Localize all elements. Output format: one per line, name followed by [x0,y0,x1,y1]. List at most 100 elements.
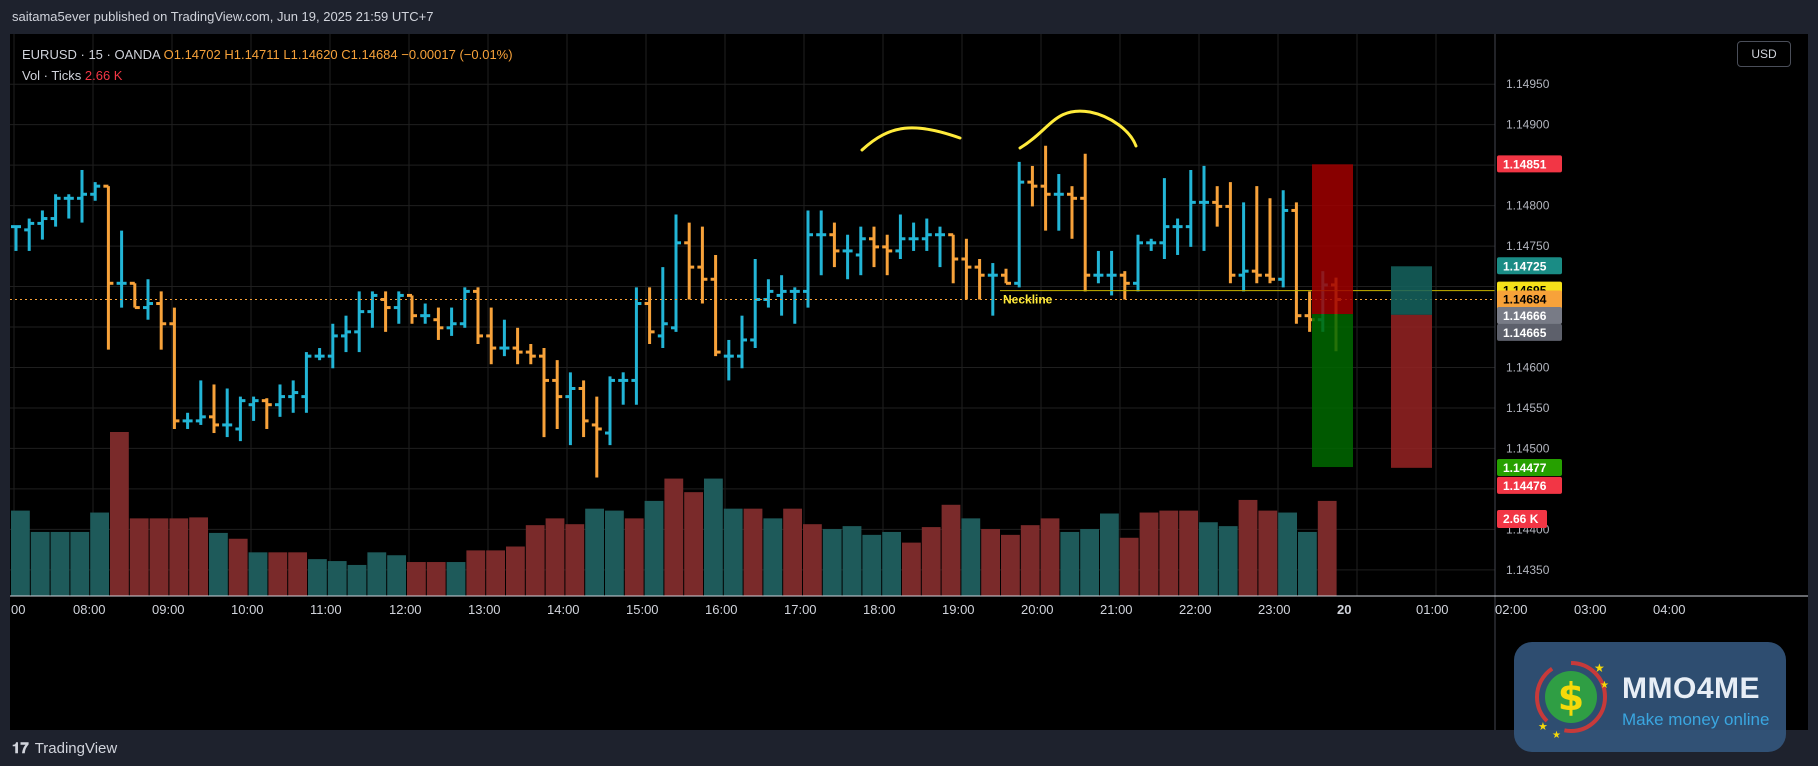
price-tag-label: 1.14476 [1503,479,1547,493]
tradingview-brand[interactable]: 𝟏𝟕 TradingView [12,740,117,757]
price-tag [1497,307,1562,325]
volume-bar [1040,518,1060,596]
volume-bar [1001,534,1020,596]
volume-bar [545,518,565,596]
svg-text:★: ★ [1600,680,1609,691]
volume-bar [1258,510,1278,596]
volume-bar [466,550,486,596]
volume-bar [387,555,406,596]
time-tick-label: 03:00 [1574,602,1607,617]
volume-bar [1159,510,1179,596]
chart-legend: EURUSD · 15 · OANDA O1.14702 H1.14711 L1… [22,44,513,86]
volume-bar [1317,500,1337,596]
volume-bar [664,478,684,596]
volume-bar [1278,512,1297,596]
footer-bar: 𝟏𝟕 TradingView [0,730,1818,766]
time-tick-label: 21:00 [1100,602,1133,617]
svg-text:★: ★ [1594,661,1605,675]
volume-bar [684,492,703,596]
long-target-zone[interactable] [1391,266,1432,315]
volume-bar [1218,526,1238,596]
volume-bar [585,508,604,596]
volume-bar [228,538,248,596]
volume-bar [565,524,585,596]
volume-bar [1298,531,1317,596]
volume-bar [446,562,466,596]
publisher-text: saitama5ever published on TradingView.co… [12,9,434,24]
svg-text:★: ★ [1552,730,1561,740]
neckline-label: Neckline [1003,293,1053,307]
volume-bar [426,562,446,596]
volume-bar [763,518,783,596]
time-tick-label: 15:00 [626,602,659,617]
time-tick-label: 20:00 [1021,602,1054,617]
volume-bar [704,478,723,596]
volume-bar [1119,537,1139,596]
time-tick-label: 19:00 [942,602,975,617]
volume-bar [723,508,743,596]
tradingview-logo-icon: 𝟏𝟕 [12,740,29,757]
volume-bar [248,552,268,596]
volume-bar [981,529,1000,596]
chart-panel[interactable] [10,34,1808,730]
high-value: H1.14711 [224,47,280,62]
price-tick-label: 1.14750 [1506,239,1550,253]
time-tick-label: 00 [11,602,25,617]
open-value: O1.14702 [163,47,221,62]
time-tick-label: 23:00 [1258,602,1291,617]
symbol-label[interactable]: EURUSD · 15 · OANDA [22,47,160,62]
time-tick-label: 09:00 [152,602,185,617]
volume-bar [486,550,505,596]
price-tag-label: 1.14851 [1503,157,1547,171]
time-tick-label: 22:00 [1179,602,1212,617]
shoulder-annotation[interactable] [860,126,962,152]
svg-text:★: ★ [1538,720,1548,733]
volume-axis-label: 2.66 K [1503,512,1539,526]
volume-bar [189,517,208,596]
mmo4me-watermark: $ ★ ★ ★ ★ MMO4ME Make money online [1514,642,1786,752]
volume-bar [605,510,624,596]
price-tick-label: 1.14500 [1506,441,1550,455]
long-stop-zone[interactable] [1391,314,1432,468]
price-tick-label: 1.14550 [1506,401,1550,415]
volume-bar [822,529,842,596]
time-tick-label: 01:00 [1416,602,1449,617]
volume-bar [327,561,347,596]
time-tick-label: 20 [1337,602,1351,617]
volume-bar [11,510,30,596]
volume-bar [1060,531,1080,596]
volume-bar [902,542,921,596]
price-tag-label: 1.14477 [1503,461,1547,475]
short-stop-zone[interactable] [1312,164,1353,315]
volume-row: Vol · Ticks 2.66 K [22,65,513,86]
price-tick-label: 1.14950 [1506,77,1550,91]
time-tick-label: 08:00 [73,602,106,617]
time-tick-label: 12:00 [389,602,422,617]
volume-bar [129,518,149,596]
volume-bar [803,524,822,596]
tradingview-brand-label: TradingView [34,740,118,757]
publish-header: saitama5ever published on TradingView.co… [0,0,1818,34]
change-value: −0.00017 (−0.01%) [401,47,513,62]
volume-bar [961,518,981,596]
time-tick-label: 10:00 [231,602,264,617]
short-target-zone[interactable] [1312,314,1353,468]
volume-bar [783,508,802,596]
volume-axis-tag [1497,510,1547,528]
volume-bar [1100,513,1119,596]
dollar-coin-logo-icon: $ ★ ★ ★ ★ [1535,661,1609,740]
volume-bar [624,518,644,596]
svg-text:$: $ [1558,675,1584,719]
watermark-name: MMO4ME [1622,672,1760,705]
volume-bar [882,531,901,596]
time-tick-label: 02:00 [1495,602,1528,617]
time-tick-label: 16:00 [705,602,738,617]
low-value: L1.14620 [283,47,338,62]
price-tag [1497,257,1562,275]
currency-button[interactable]: USD [1737,41,1791,67]
volume-bar [407,562,426,596]
volume-bar [743,508,763,596]
volume-label[interactable]: Vol · Ticks [22,68,82,83]
head-annotation[interactable] [1018,109,1138,150]
chart-svg[interactable]: Neckline 1.14950 1.14900 1.14800 1.14750 1.14… [10,34,1808,730]
